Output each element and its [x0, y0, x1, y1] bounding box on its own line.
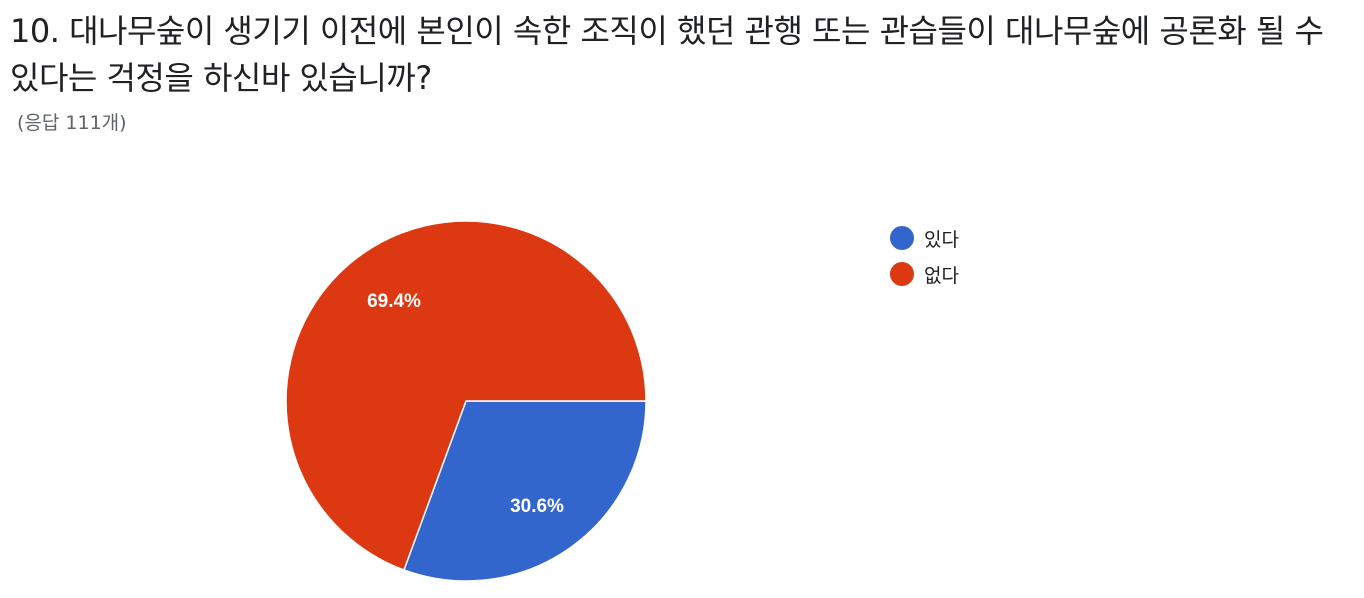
legend-label-yes: 있다	[924, 228, 959, 251]
legend-swatch-yes	[890, 226, 914, 250]
pie-label-no: 69.4%	[367, 291, 421, 312]
chart-legend: 있다 없다	[890, 220, 959, 292]
pie-slice-no[interactable]	[285, 220, 647, 571]
legend-label-no: 없다	[924, 264, 959, 287]
pie-label-yes: 30.6%	[510, 496, 564, 517]
pie-slice-yes[interactable]	[403, 400, 647, 582]
legend-swatch-no	[890, 262, 914, 286]
legend-item-no[interactable]: 없다	[890, 256, 959, 292]
question-title: 10. 대나무숲이 생기기 이전에 본인이 속한 조직이 했던 관행 또는 관습…	[10, 12, 1324, 97]
legend-item-yes[interactable]: 있다	[890, 220, 959, 256]
response-count: (응답 111개)	[17, 112, 127, 134]
